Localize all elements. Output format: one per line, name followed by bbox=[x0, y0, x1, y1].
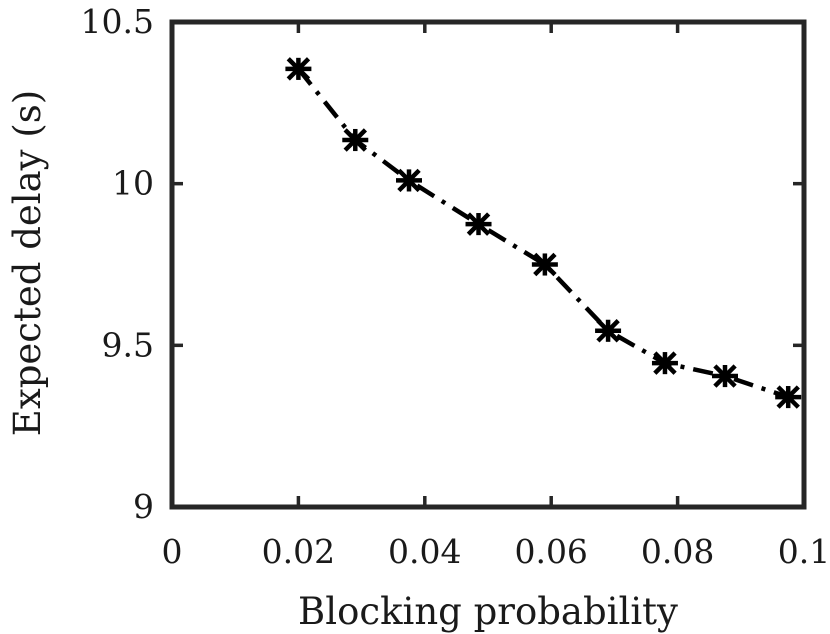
data-point-marker bbox=[531, 252, 558, 277]
y-tick-label: 10.5 bbox=[81, 2, 154, 41]
x-axis-title: Blocking probability bbox=[298, 590, 678, 633]
series-layer bbox=[285, 57, 802, 409]
ticks-layer: 0 0.02 0.04 0.06 0.08 0.1 9 9.5 10 10.5 bbox=[81, 2, 830, 571]
data-point-marker bbox=[285, 57, 312, 81]
y-axis-title: Expected delay (s) bbox=[6, 90, 49, 436]
x-tick-label: 0.02 bbox=[262, 532, 335, 571]
x-tick-label: 0.04 bbox=[388, 532, 461, 571]
series-line bbox=[296, 67, 789, 400]
data-point-marker bbox=[396, 168, 422, 193]
data-point-marker bbox=[775, 385, 802, 409]
data-point-marker bbox=[342, 128, 369, 152]
data-point-marker bbox=[712, 364, 738, 388]
x-tick-label: 0 bbox=[162, 532, 183, 571]
x-tick-label: 0.06 bbox=[514, 532, 587, 571]
data-point-marker bbox=[595, 319, 622, 343]
plot-area bbox=[169, 19, 807, 510]
y-tick-label: 10 bbox=[112, 164, 154, 203]
y-tick-label: 9 bbox=[133, 487, 154, 526]
data-point-marker bbox=[651, 351, 678, 375]
x-tick-label: 0.1 bbox=[778, 532, 830, 571]
axes-frame bbox=[169, 19, 807, 510]
y-tick-label: 9.5 bbox=[102, 325, 154, 364]
x-tick-label: 0.08 bbox=[641, 532, 714, 571]
data-point-marker bbox=[465, 212, 492, 236]
